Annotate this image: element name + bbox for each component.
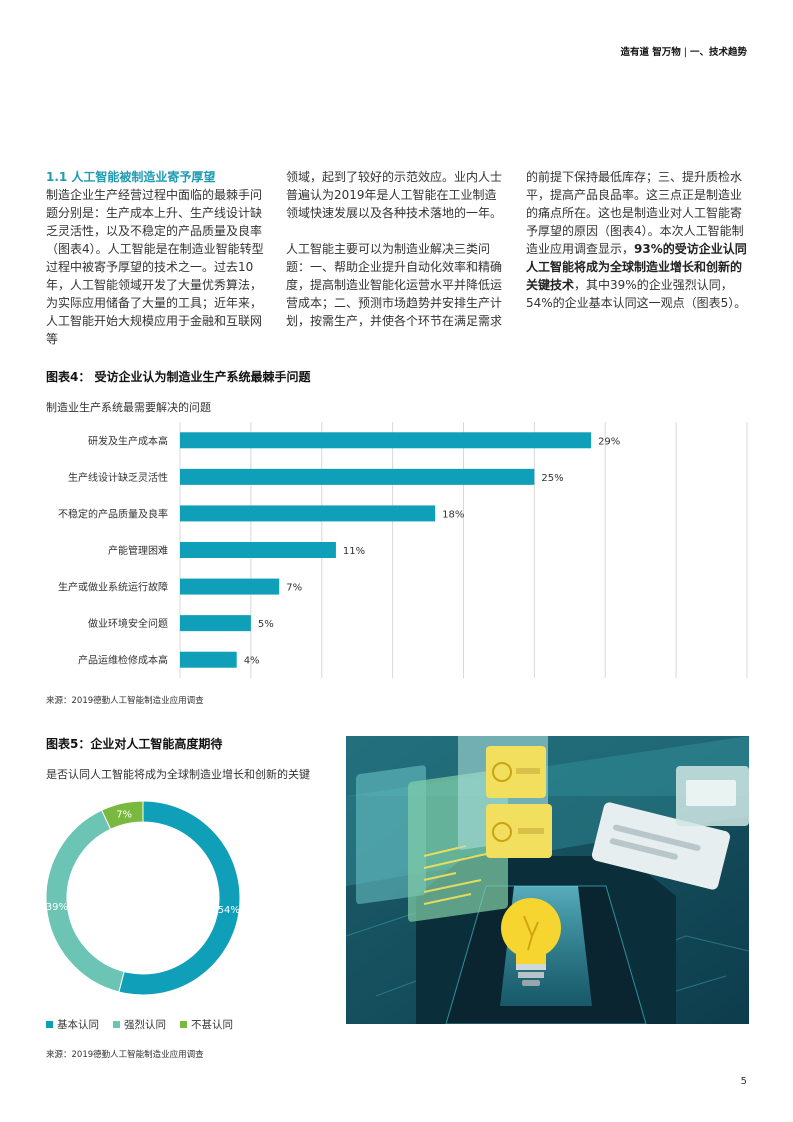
- legend-item: 基本认同: [46, 1017, 99, 1032]
- bar: [180, 542, 336, 558]
- value-label: 5%: [258, 619, 274, 630]
- running-header: 造有道 智万物 | 一、技术趋势: [620, 44, 747, 58]
- bar: [180, 578, 280, 595]
- paragraph: 制造企业生产经营过程中面临的最棘手问题分别是：生产成本上升、生产线设计缺乏灵活性…: [46, 188, 264, 346]
- ai-lightbulb-illustration: [346, 736, 749, 1024]
- category-label: 做业环境安全问题: [88, 617, 168, 630]
- category-label: 产品运维检修成本高: [78, 654, 168, 667]
- bar: [180, 432, 592, 449]
- figure4-title: 图表4： 受访企业认为制造业生产系统最棘手问题: [46, 370, 311, 384]
- bar: [180, 615, 251, 632]
- value-label: 4%: [244, 656, 260, 667]
- section-title: 1.1 人工智能被制造业寄予厚望: [46, 170, 216, 184]
- legend-label: 基本认同: [57, 1019, 99, 1031]
- header-title: 造有道 智万物: [620, 47, 681, 58]
- bar: [180, 468, 535, 485]
- header-section: 一、技术趋势: [689, 47, 747, 58]
- legend-item: 强烈认同: [113, 1017, 166, 1032]
- bar-chart: 研发及生产成本高 29% 生产线设计缺乏灵活性 25% 不稳定的产品质量及良率 18% 产能…: [58, 422, 748, 678]
- bar: [180, 505, 436, 522]
- category-label: 生产或做业系统运行故障: [58, 581, 168, 594]
- paragraph: 人工智能主要可以为制造业解决三类问题：一、帮助企业提升自动化效率和精确度，提高制…: [286, 242, 503, 328]
- bar: [180, 651, 237, 668]
- figure4-source: 来源：2019德勤人工智能制造业应用调查: [46, 696, 204, 706]
- figure4-subtitle: 制造业生产系统最需要解决的问题: [46, 401, 211, 414]
- donut-slice: [101, 800, 144, 830]
- legend-label: 不甚认同: [191, 1019, 233, 1031]
- donut-slice: [118, 800, 241, 996]
- category-label: 生产线设计缺乏灵活性: [68, 471, 168, 484]
- donut-chart: 54% 39% 7%: [46, 800, 241, 996]
- legend-swatch: [180, 1021, 187, 1028]
- figure5-source: 来源：2019德勤人工智能制造业应用调查: [46, 1050, 204, 1060]
- value-label: 7%: [286, 583, 302, 594]
- text-column-2: 领域，起到了较好的示范效应。业内人士普遍认为2019年是人工智能在工业制造领域快…: [286, 168, 508, 330]
- highlight-text: 93%的受访企业认同人工智能将成为全球制造业增长和创新的关键技术: [526, 242, 747, 292]
- legend-item: 不甚认同: [180, 1017, 233, 1032]
- text-column-3: 的前提下保持最低库存；三、提升质检水平，提高产品良品率。这三点正是制造业的痛点所…: [526, 168, 748, 312]
- figure5-title: 图表5：企业对人工智能高度期待: [46, 737, 223, 751]
- value-label: 11%: [343, 546, 365, 557]
- category-label: 不稳定的产品质量及良率: [58, 507, 168, 520]
- value-label: 18%: [442, 509, 464, 520]
- legend-swatch: [113, 1021, 120, 1028]
- category-label: 研发及生产成本高: [88, 434, 168, 447]
- slice-label: 7%: [116, 810, 132, 821]
- value-label: 29%: [598, 436, 620, 447]
- paragraph: 领域，起到了较好的示范效应。业内人士普遍认为2019年是人工智能在工业制造领域快…: [286, 170, 503, 220]
- header-separator: |: [683, 47, 687, 58]
- slice-label: 54%: [218, 905, 240, 916]
- text-column-1: 1.1 人工智能被制造业寄予厚望 制造企业生产经营过程中面临的最棘手问题分别是：…: [46, 168, 268, 348]
- figure5-subtitle: 是否认同人工智能将成为全球制造业增长和创新的关键: [46, 768, 310, 781]
- paragraph-text: ，其中39%的企业强烈认同，54%的企业基本认同这一观点（图表5）。: [526, 278, 747, 310]
- legend-swatch: [46, 1021, 53, 1028]
- paragraph-text: 的前提下保持最低库存；三、提升质检水平，提高产品良品率。这三点正是制造业的痛点所…: [526, 170, 744, 256]
- donut-legend: 基本认同 强烈认同 不甚认同: [46, 1017, 233, 1032]
- paragraph: 的前提下保持最低库存；三、提升质检水平，提高产品良品率。这三点正是制造业的痛点所…: [526, 168, 748, 312]
- legend-label: 强烈认同: [124, 1019, 166, 1031]
- donut-slice: [46, 809, 125, 993]
- slice-label: 39%: [46, 902, 68, 913]
- page-number: 5: [740, 1076, 747, 1087]
- category-label: 产能管理困难: [108, 544, 168, 557]
- value-label: 25%: [541, 473, 563, 484]
